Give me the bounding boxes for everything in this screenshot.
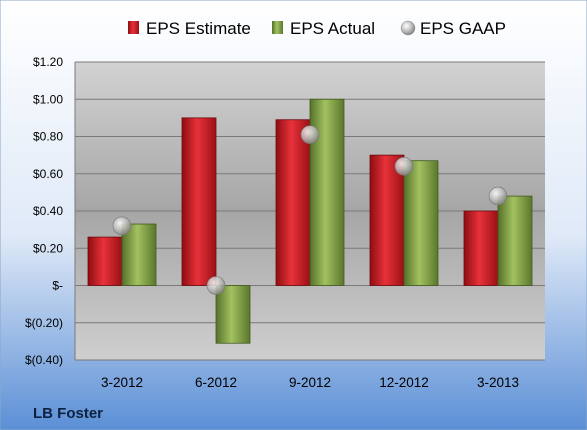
legend: EPS Estimate EPS Actual EPS GAAP	[128, 19, 506, 38]
eps-gaap-marker	[112, 216, 132, 236]
eps-actual-bar	[215, 285, 251, 344]
y-tick-label: $1.00	[33, 92, 63, 106]
y-tick-label: $0.80	[33, 130, 63, 144]
y-tick-label: $(0.40)	[25, 353, 63, 367]
x-tick-label: 3-2012	[101, 375, 143, 390]
eps-gaap-marker	[206, 276, 226, 295]
eps-estimate-bar	[87, 236, 123, 286]
y-tick-label: $0.20	[33, 241, 63, 255]
x-tick-label: 12-2012	[379, 375, 429, 390]
eps-actual-bar	[497, 195, 533, 286]
x-tick-label: 3-2013	[477, 375, 519, 390]
x-axis-labels: 3-2012 6-2012 9-2012 12-2012 3-2013	[101, 375, 519, 390]
y-tick-label: $-	[52, 279, 63, 293]
y-axis-ticks: $(0.40) $(0.20) $- $0.20 $0.40 $0.60 $0.80 $1.0…	[25, 55, 63, 367]
eps-actual-bar	[403, 160, 439, 286]
eps-estimate-bar	[463, 210, 499, 286]
legend-label: EPS Actual	[290, 19, 375, 38]
eps-actual-bar	[121, 223, 157, 286]
x-tick-label: 6-2012	[195, 375, 237, 390]
eps-estimate-bar	[275, 119, 311, 286]
eps-estimate-bar	[181, 117, 217, 286]
eps-estimate-bar	[369, 154, 405, 286]
gaap-markers	[112, 125, 508, 295]
y-tick-label: $0.60	[33, 167, 63, 181]
y-tick-label: $0.40	[33, 204, 63, 218]
y-tick-label: $(0.20)	[25, 316, 63, 330]
legend-label: EPS GAAP	[420, 19, 506, 38]
legend-swatch	[400, 20, 416, 36]
y-tick-label: $1.20	[33, 55, 63, 69]
bars	[87, 98, 533, 344]
eps-gaap-marker	[394, 157, 414, 176]
legend-label: EPS Estimate	[146, 19, 251, 38]
eps-gaap-marker	[300, 125, 320, 144]
legend-swatch	[272, 21, 283, 34]
legend-swatch	[128, 21, 139, 34]
company-name: LB Foster	[33, 405, 103, 422]
eps-gaap-marker	[488, 186, 508, 206]
x-tick-label: 9-2012	[289, 375, 331, 390]
